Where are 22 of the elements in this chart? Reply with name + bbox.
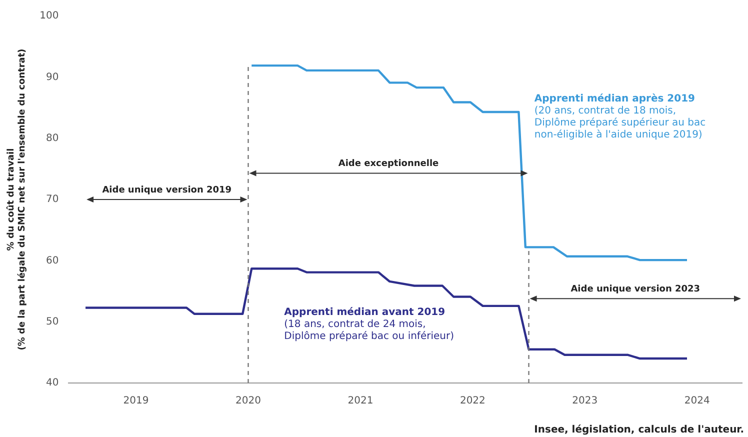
series-label: Apprenti médian après 2019	[534, 94, 696, 105]
x-tick-label: 2023	[572, 396, 598, 407]
x-tick-label: 2020	[236, 396, 261, 407]
annotation: (18 ans, contrat de 24 mois, Diplôme préparé bac ou inférieur)	[284, 318, 454, 342]
y-tick-label: 100	[40, 10, 59, 22]
annotation: Aide exceptionnelle	[338, 159, 439, 170]
text: Insee, législation, calculs de l'auteur.	[534, 424, 744, 436]
y-tick-label: 40	[46, 378, 59, 389]
annotation: Aide unique version 2023	[570, 284, 700, 294]
annotation: Aide unique version 2019	[102, 185, 232, 196]
y-tick-label: 50	[46, 316, 59, 328]
annotation: (20 ans, contrat de 18 mois, Diplôme préparé supérieur au bac non-éligible à l'aide unique 2019)	[534, 106, 706, 141]
y-tick-label: 60	[46, 255, 59, 266]
x-tick-label: 2019	[123, 396, 149, 407]
y-tick-label: 70	[46, 194, 59, 206]
y-axis-title: % du coût du travail (% de la part légale du SMIC net sur l'ensemble du contrat)	[6, 48, 28, 350]
x-tick-label: 2022	[460, 396, 486, 407]
x-tick-label: 2024	[684, 396, 710, 407]
y-tick-label: 80	[46, 132, 59, 144]
x-tick-label: 2021	[348, 396, 374, 407]
series-label: Apprenti médian avant 2019	[284, 306, 446, 318]
y-tick-label: 90	[46, 72, 59, 83]
